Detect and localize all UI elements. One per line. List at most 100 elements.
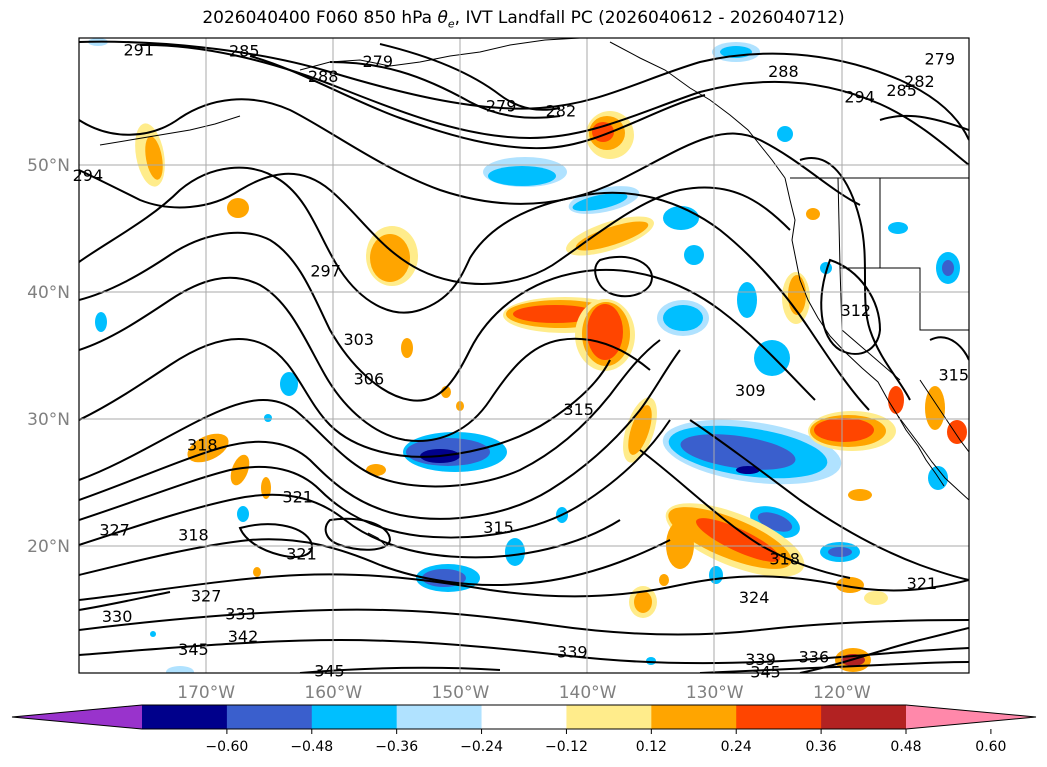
- contour-label: 315: [563, 400, 594, 419]
- theta-e-contour: [820, 258, 882, 355]
- contour-label: 297: [310, 261, 341, 280]
- lat-label: 40°N: [27, 283, 70, 303]
- coastline-gulf: [919, 379, 969, 453]
- ivt-blob-neg: [737, 282, 757, 318]
- theta-e-contour: [929, 336, 969, 361]
- ivt-blob-pos: [253, 567, 261, 577]
- theta-e-contour: [799, 627, 969, 673]
- contour-label: 285: [886, 81, 917, 100]
- contour-label: 294: [73, 166, 104, 185]
- contour-label: 336: [799, 647, 830, 666]
- ivt-blob-neg: [663, 305, 703, 331]
- colorbar-tick-label: −0.24: [460, 739, 503, 755]
- title-theta-symbol: θ: [437, 8, 448, 28]
- ivt-blob-pos: [806, 208, 820, 220]
- theta-e-contour: [379, 43, 561, 111]
- theta-e-contour: [324, 517, 392, 551]
- ivt-blob-pos: [888, 386, 904, 414]
- ivt-blob-neg: [237, 506, 249, 522]
- ivt-blob-neg: [736, 466, 760, 474]
- theta-e-contour: [79, 98, 861, 206]
- contour-label: 327: [191, 587, 222, 606]
- contour-label: 345: [178, 640, 209, 659]
- coastline-aleutians: [99, 115, 241, 146]
- theta-e-contour: [79, 538, 671, 587]
- theta-e-contour: [249, 55, 706, 150]
- ivt-blob-pos: [836, 577, 864, 593]
- ivt-blob-pos: [666, 521, 694, 569]
- contour-label: 342: [228, 627, 259, 646]
- theta-e-contour: [879, 114, 969, 131]
- title-suffix: , IVT Landfall PC (2026040612 - 20260407…: [454, 8, 845, 28]
- contour-label: 321: [907, 574, 938, 593]
- ivt-blob-pos: [628, 405, 652, 455]
- theta-e-contour: [79, 493, 621, 559]
- contour-label: 315: [938, 366, 969, 385]
- colorbar-segment: [311, 705, 398, 729]
- contour-label: 282: [904, 72, 935, 91]
- coastline-hawaii: [367, 532, 387, 547]
- colorbar-extend-max: [906, 705, 1036, 729]
- colorbar-extend-min: [12, 705, 142, 729]
- map-frame: [78, 37, 970, 674]
- coastline-west-coast: [784, 177, 969, 501]
- ivt-blob-neg: [757, 512, 793, 532]
- colorbar-tick-label: −0.12: [545, 739, 588, 755]
- colorbar-segment: [651, 705, 737, 729]
- contour-label: 333: [225, 604, 256, 623]
- theta-e-contour: [79, 276, 651, 442]
- ivt-blob-neg: [709, 566, 723, 584]
- ivt-blob-neg: [754, 340, 790, 376]
- ivt-blob-pos: [864, 591, 888, 605]
- ivt-blob-neg: [166, 666, 194, 673]
- theta-e-contour: [79, 166, 870, 411]
- theta-e-contour: [329, 61, 561, 119]
- theta-e-contour: [79, 638, 969, 665]
- colorbar-segment: [142, 705, 228, 729]
- lat-label: 50°N: [27, 156, 70, 176]
- ivt-blob-pos: [366, 464, 386, 476]
- contour-label: 285: [229, 42, 260, 61]
- lat-label: 20°N: [27, 537, 70, 557]
- contour-label: 339: [557, 642, 588, 661]
- ivt-blob-neg: [942, 260, 954, 276]
- theta-e-contour: [799, 157, 911, 401]
- ivt-blob-pos: [788, 275, 806, 315]
- contour-label: 279: [363, 52, 394, 71]
- ivt-blob-neg: [572, 193, 628, 211]
- ivt-blob-neg: [505, 538, 525, 566]
- colorbar-tick-label: −0.36: [375, 739, 418, 755]
- theta-e-contour: [594, 255, 653, 298]
- colorbar-tick-label: 0.36: [806, 739, 837, 755]
- colorbar-outline: [11, 704, 1037, 730]
- colorbar-tick-label: 0.12: [636, 739, 667, 755]
- ivt-blob-pos: [370, 234, 410, 282]
- coastline-baja: [897, 415, 945, 487]
- ivt-blob-neg: [684, 245, 704, 265]
- ivt-blob-pos: [634, 591, 652, 613]
- ivt-blob-neg: [150, 631, 156, 637]
- colorbar-tick-label: −0.60: [205, 739, 248, 755]
- theta-e-contour: [299, 666, 501, 673]
- title-theta-subscript: e: [447, 17, 455, 31]
- colorbar-tick-label: 0.48: [890, 739, 921, 755]
- ivt-blob-pos: [575, 221, 649, 251]
- colorbar-ticks: −0.60 −0.48 −0.36 −0.24 −0.12 0.12 0.24 0.36 0.4…: [205, 729, 1006, 755]
- ivt-blob-pos: [587, 304, 623, 360]
- contour-label: 345: [750, 663, 781, 682]
- map-background: [79, 38, 969, 673]
- title-theta: θe: [437, 8, 455, 31]
- colorbar-segment: [481, 705, 567, 729]
- contour-label: 282: [546, 101, 577, 120]
- contour-label: 318: [187, 435, 218, 454]
- theta-e-contour: [79, 169, 791, 285]
- longitude-labels: 170°W 160°W 150°W 140°W 130°W 120°W: [177, 683, 871, 703]
- ivt-blob-neg: [777, 126, 793, 142]
- ivt-blob-pos: [659, 574, 669, 586]
- contour-label: 288: [308, 67, 339, 86]
- ivt-blob-pos: [401, 338, 413, 358]
- colorbar-segment: [736, 705, 822, 729]
- theta-e-contour: [639, 449, 851, 579]
- theta-e-contour: [699, 661, 969, 673]
